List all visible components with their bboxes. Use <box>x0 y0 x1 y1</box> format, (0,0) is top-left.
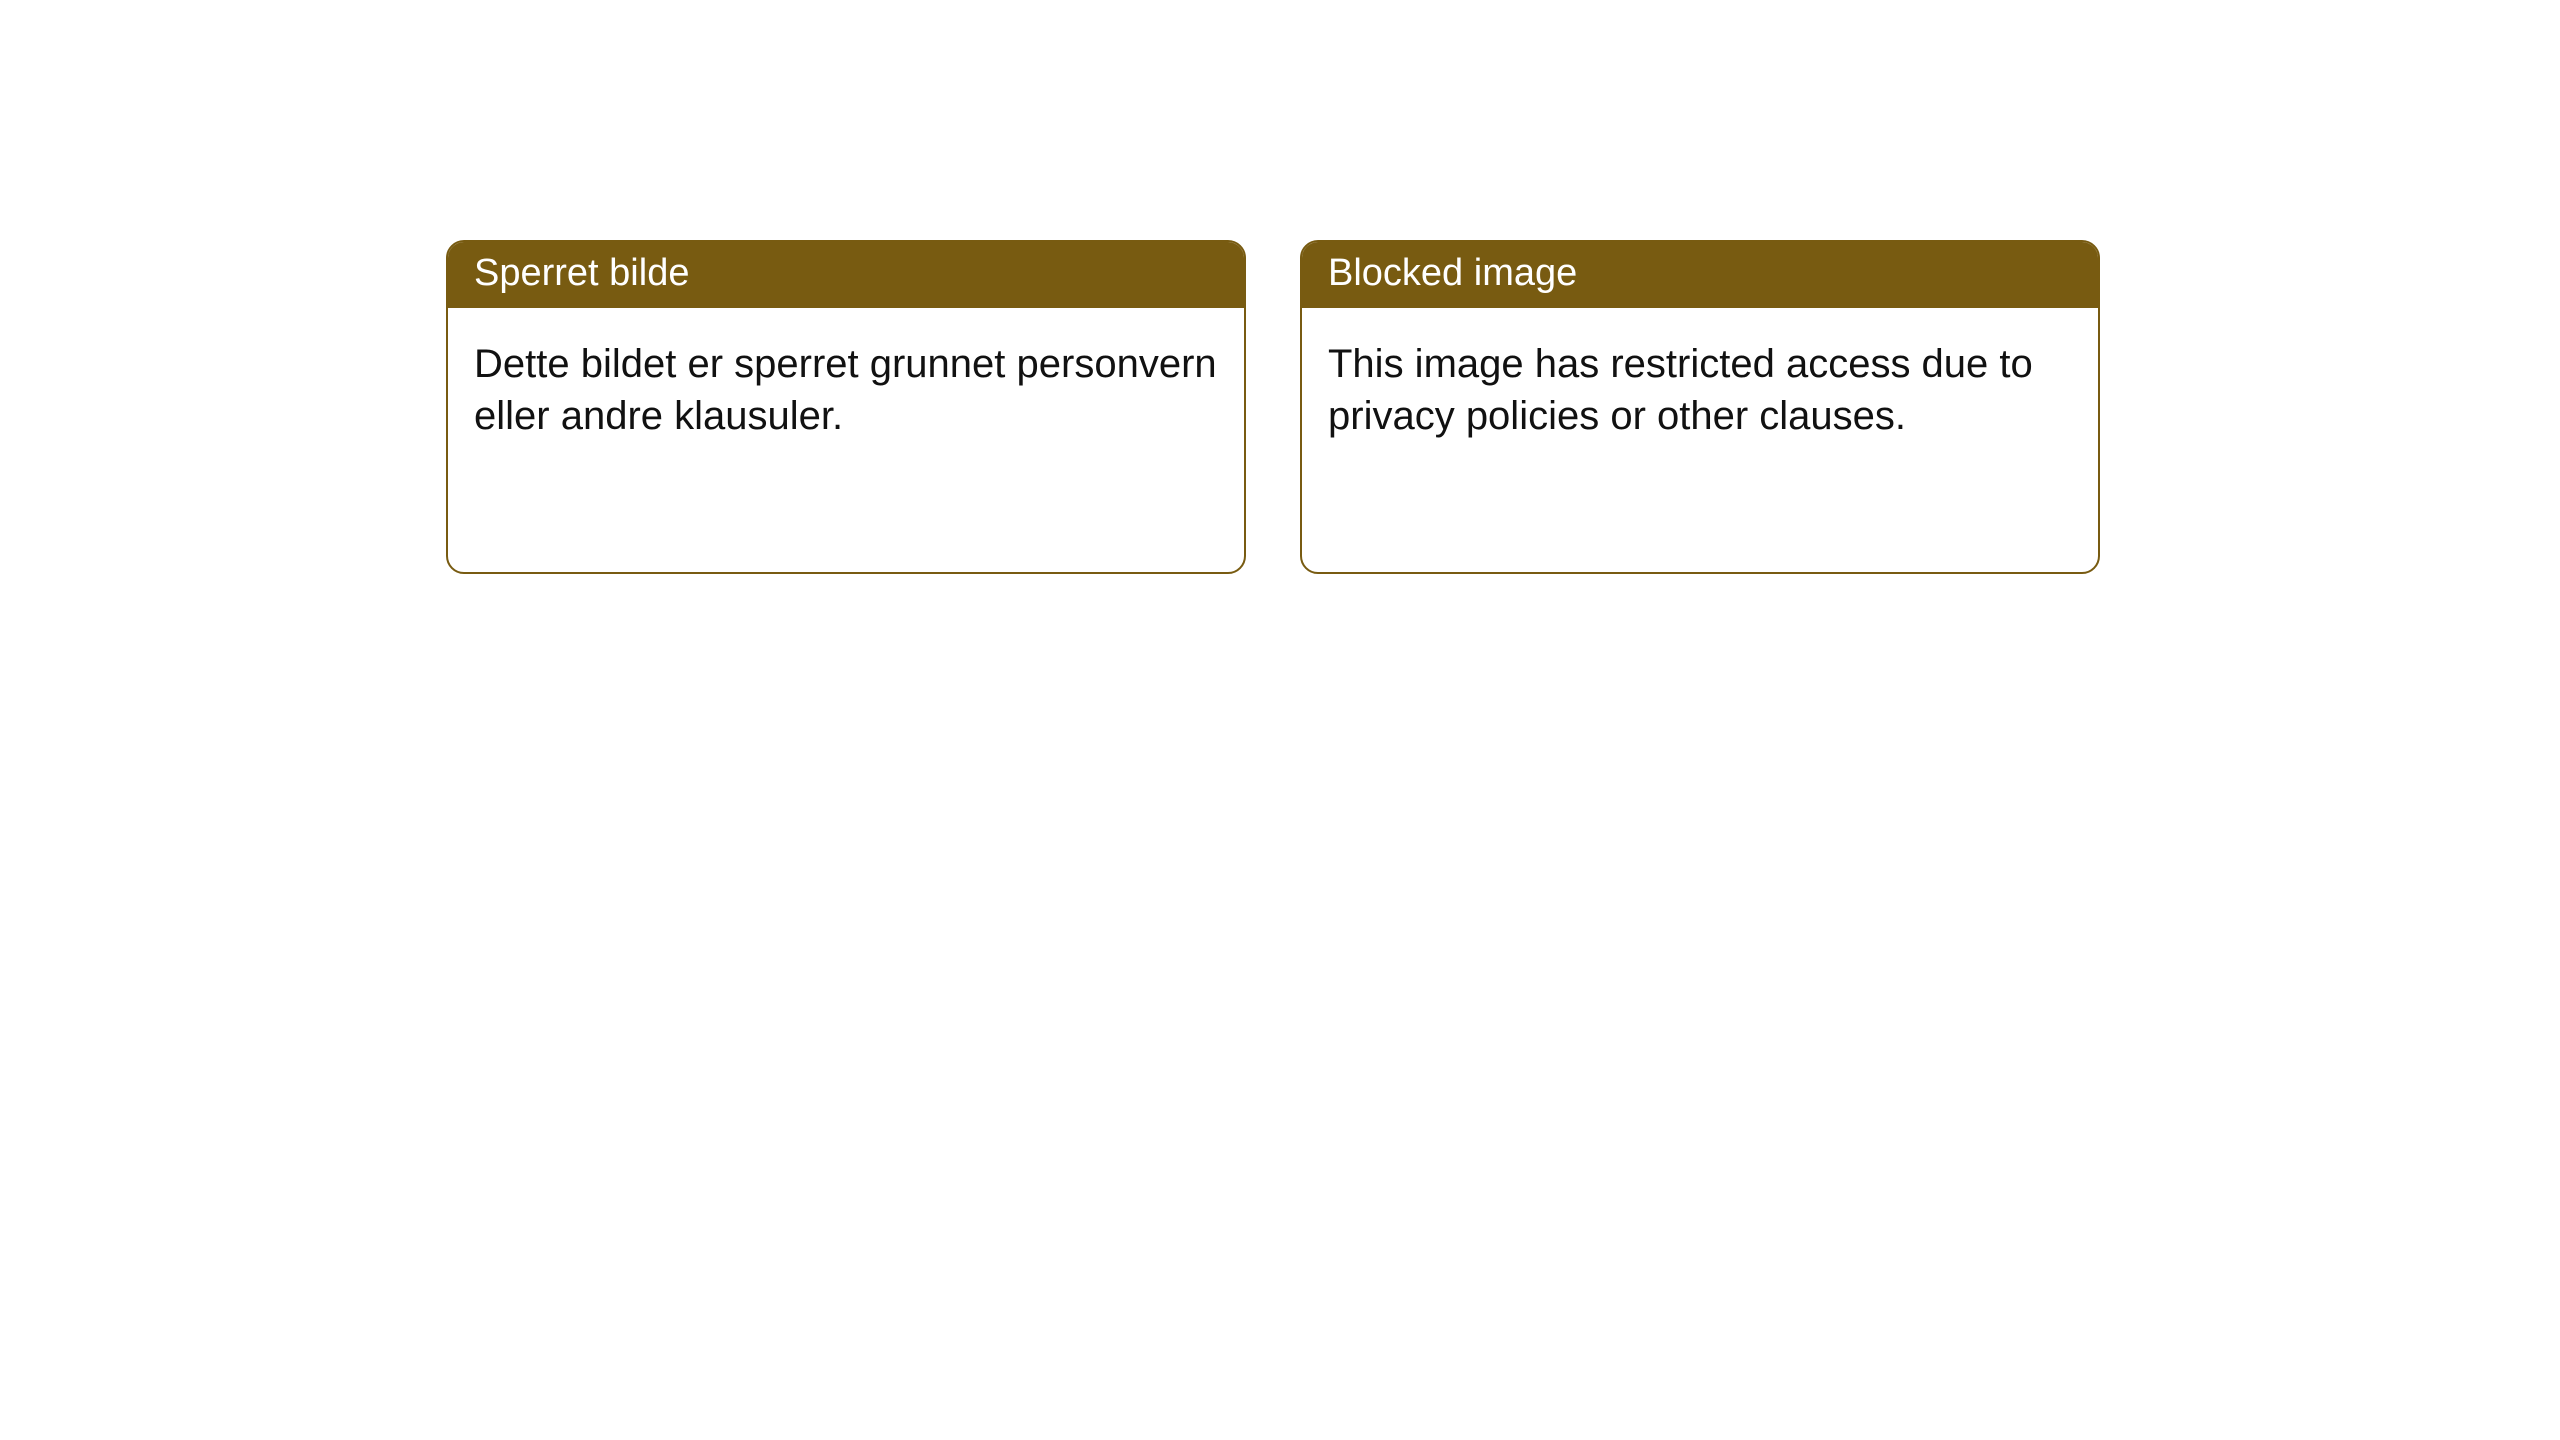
notice-cards-container: Sperret bilde Dette bildet er sperret gr… <box>446 240 2100 574</box>
notice-card-header: Sperret bilde <box>448 242 1244 308</box>
notice-card-body: This image has restricted access due to … <box>1302 308 2098 470</box>
notice-card-header: Blocked image <box>1302 242 2098 308</box>
notice-card-english: Blocked image This image has restricted … <box>1300 240 2100 574</box>
notice-card-body: Dette bildet er sperret grunnet personve… <box>448 308 1244 470</box>
notice-card-norwegian: Sperret bilde Dette bildet er sperret gr… <box>446 240 1246 574</box>
